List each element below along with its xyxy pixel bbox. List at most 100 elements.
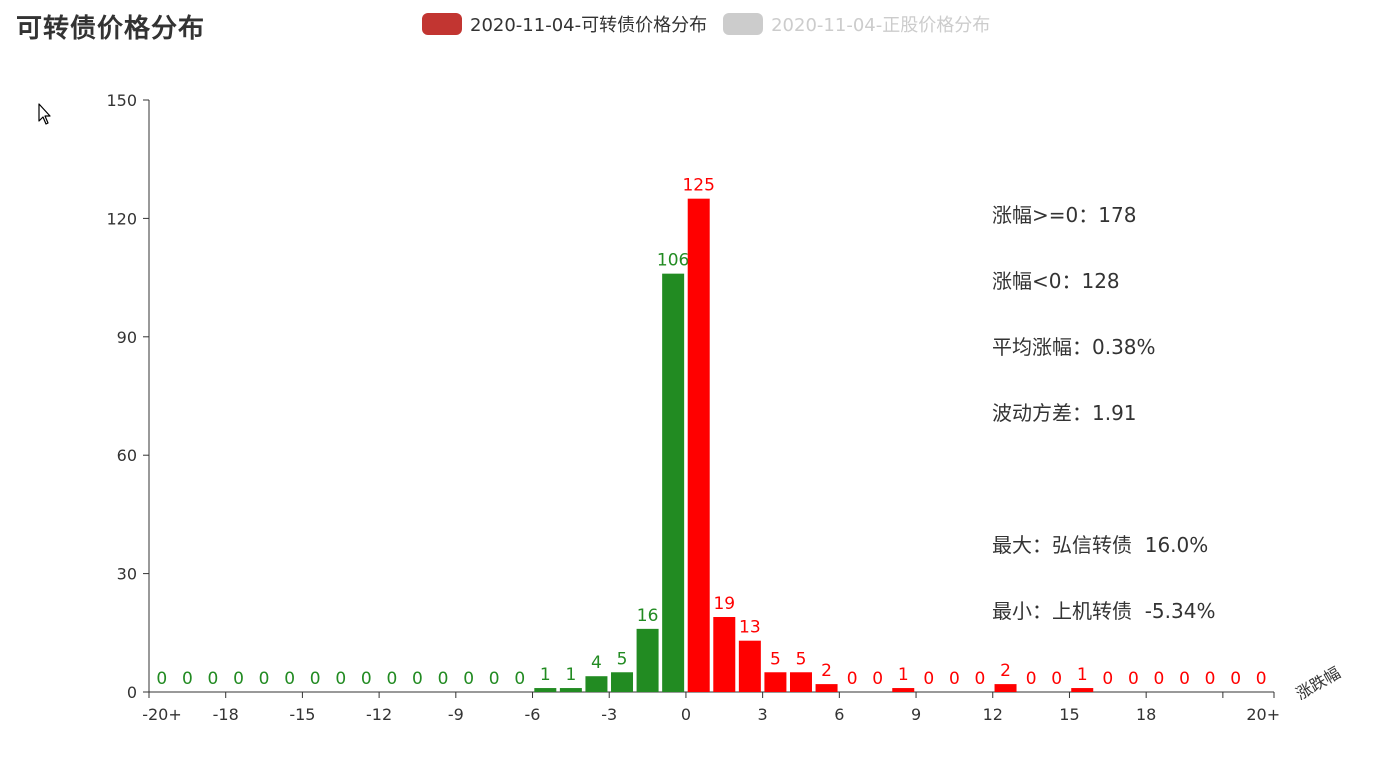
bar-value-label: 0: [923, 669, 934, 689]
bar-value-label: 4: [591, 653, 602, 673]
bar-value-label: 0: [156, 669, 167, 689]
x-tick-label: -20+: [142, 705, 182, 724]
bar: [892, 688, 915, 692]
stats-down-count: 涨幅<0：128: [992, 269, 1120, 293]
bar-value-label: 0: [463, 669, 474, 689]
bar-value-label: 0: [847, 669, 858, 689]
x-tick-label: 15: [1059, 705, 1079, 724]
bar-value-label: 0: [386, 669, 397, 689]
x-tick-label: -18: [213, 705, 239, 724]
y-tick-label: 30: [117, 565, 137, 584]
bar-value-label: 0: [182, 669, 193, 689]
bar-value-label: 0: [1179, 669, 1190, 689]
bar-value-label: 0: [1256, 669, 1267, 689]
x-tick-label: -15: [289, 705, 315, 724]
y-tick-label: 150: [106, 91, 137, 110]
bar-value-label: 0: [489, 669, 500, 689]
bar-value-label: 0: [1051, 669, 1062, 689]
bar-value-label: 0: [208, 669, 219, 689]
bar-value-label: 0: [259, 669, 270, 689]
bar-value-label: 0: [335, 669, 346, 689]
bar: [636, 628, 659, 692]
stats-min-item: 最小：上机转债 -5.34%: [992, 599, 1216, 623]
bar: [738, 640, 761, 692]
bar-value-label: 5: [617, 649, 628, 669]
stats-max-item: 最大：弘信转债 16.0%: [992, 533, 1209, 557]
bar-value-label: 0: [1102, 669, 1113, 689]
bar: [815, 684, 838, 692]
bar-value-label: 0: [949, 669, 960, 689]
x-tick-label: 9: [911, 705, 921, 724]
x-tick-label: -3: [601, 705, 617, 724]
bar: [713, 617, 736, 692]
stats-avg-change: 平均涨幅：0.38%: [992, 335, 1156, 359]
bar-value-label: 0: [438, 669, 449, 689]
bar-value-label: 0: [412, 669, 423, 689]
x-tick-label: 18: [1136, 705, 1156, 724]
bar-value-label: 106: [657, 251, 689, 271]
bar: [994, 684, 1017, 692]
bar-value-label: 1: [540, 665, 551, 685]
legend-label-stock: 2020-11-04-正股价格分布: [771, 15, 991, 36]
y-tick-label: 120: [106, 209, 137, 228]
bar: [789, 672, 812, 692]
bar-value-label: 0: [284, 669, 295, 689]
legend-item-stock[interactable]: 2020-11-04-正股价格分布: [723, 11, 990, 37]
bar-value-label: 0: [1128, 669, 1139, 689]
mouse-pointer-icon: [38, 103, 51, 125]
bar-value-label: 125: [682, 176, 714, 196]
bar-value-label: 1: [565, 665, 576, 685]
chart-title: 可转债价格分布: [16, 14, 206, 44]
x-tick-label: -9: [448, 705, 464, 724]
legend-item-convertible[interactable]: 2020-11-04-可转债价格分布: [422, 11, 707, 37]
bar-value-label: 0: [1154, 669, 1165, 689]
bar: [662, 273, 685, 692]
bar-value-label: 0: [1230, 669, 1241, 689]
bar-value-label: 1: [898, 665, 909, 685]
bar-value-label: 5: [770, 649, 781, 669]
x-tick-label: 20+: [1246, 705, 1280, 724]
bar-value-label: 0: [975, 669, 986, 689]
bar: [687, 198, 710, 692]
bar-value-label: 13: [739, 618, 761, 638]
bar-value-label: 0: [872, 669, 883, 689]
bar: [764, 672, 787, 692]
x-tick-label: 0: [681, 705, 691, 724]
y-tick-label: 90: [117, 328, 137, 347]
x-tick-label: 6: [834, 705, 844, 724]
bar-value-label: 0: [514, 669, 525, 689]
x-tick-label: -6: [525, 705, 541, 724]
bar-value-label: 1: [1077, 665, 1088, 685]
legend-swatch-convertible: [422, 13, 462, 35]
bar-value-label: 2: [821, 661, 832, 681]
bar: [1071, 688, 1094, 692]
bar: [559, 688, 582, 692]
bar-value-label: 0: [1205, 669, 1216, 689]
bar-value-label: 0: [233, 669, 244, 689]
bar-value-label: 19: [713, 594, 735, 614]
stats-panel: 涨幅>=0：178 涨幅<0：128 平均涨幅：0.38% 波动方差：1.91 …: [992, 160, 1215, 666]
x-tick-label: -12: [366, 705, 392, 724]
bar-value-label: 0: [310, 669, 321, 689]
legend-swatch-stock: [723, 13, 764, 35]
bar-value-label: 2: [1000, 661, 1011, 681]
bar: [611, 672, 634, 692]
y-tick-label: 0: [127, 683, 137, 702]
y-tick-label: 60: [117, 446, 137, 465]
x-tick-label: 3: [758, 705, 768, 724]
x-tick-label: 12: [983, 705, 1003, 724]
legend: 2020-11-04-可转债价格分布 2020-11-04-正股价格分布: [422, 12, 1006, 36]
stats-spacer: [992, 468, 1215, 490]
bar: [585, 676, 608, 692]
bar: [534, 688, 557, 692]
bar-value-label: 0: [1026, 669, 1037, 689]
x-axis-name: 涨跌幅: [1293, 663, 1344, 703]
bar-value-label: 0: [361, 669, 372, 689]
stats-up-count: 涨幅>=0：178: [992, 203, 1137, 227]
bar-value-label: 5: [796, 649, 807, 669]
stats-volatility: 波动方差：1.91: [992, 401, 1137, 425]
bar-value-label: 16: [637, 606, 659, 626]
legend-label-convertible: 2020-11-04-可转债价格分布: [470, 15, 708, 36]
